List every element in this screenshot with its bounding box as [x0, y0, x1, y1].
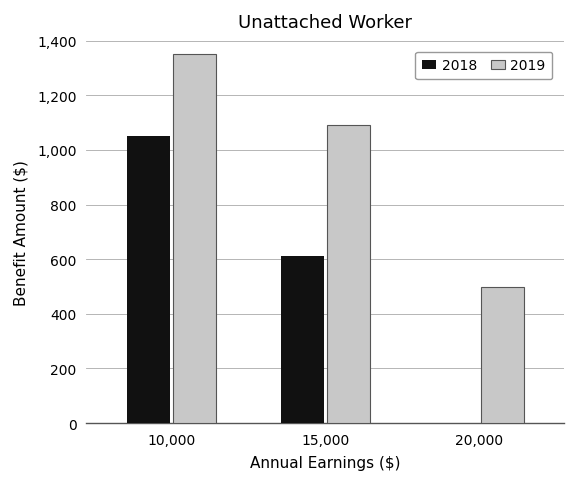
Bar: [327, 126, 370, 423]
Y-axis label: Benefit Amount ($): Benefit Amount ($): [14, 160, 29, 305]
Bar: [280, 257, 324, 423]
Bar: [481, 287, 524, 423]
Legend: 2018, 2019: 2018, 2019: [415, 52, 553, 80]
X-axis label: Annual Earnings ($): Annual Earnings ($): [250, 455, 401, 470]
Bar: [127, 137, 170, 423]
Title: Unattached Worker: Unattached Worker: [238, 14, 412, 32]
Bar: [173, 55, 216, 423]
